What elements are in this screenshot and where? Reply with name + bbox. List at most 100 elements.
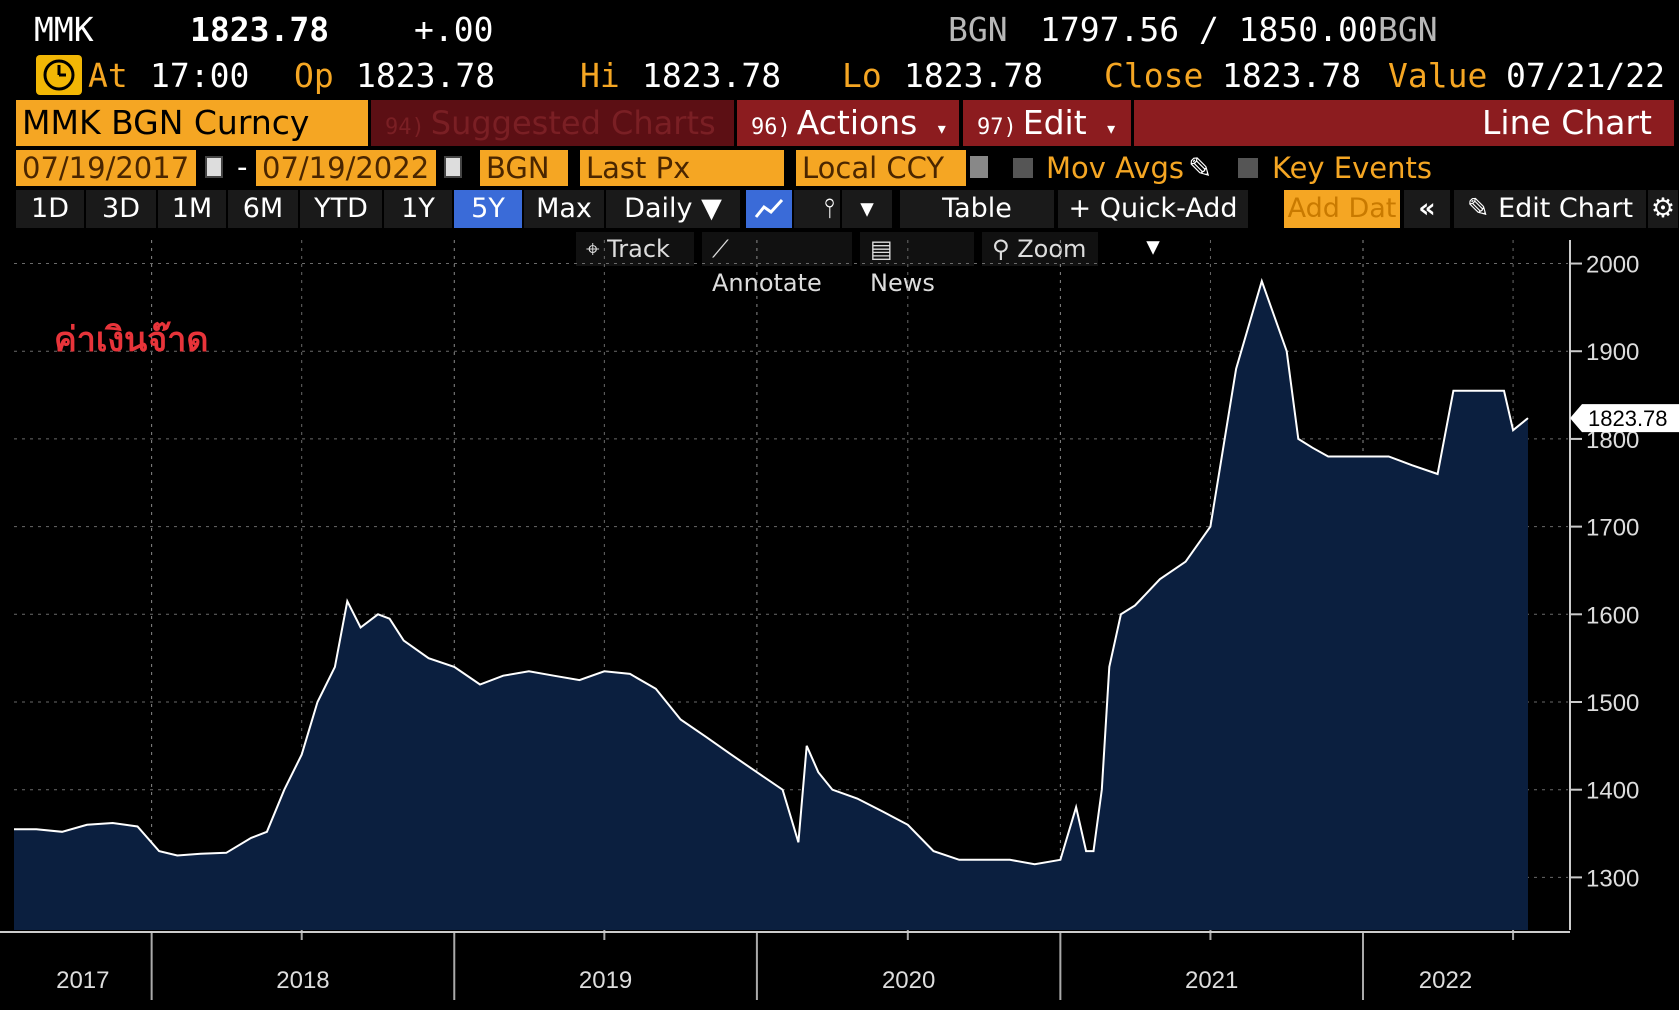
quote-details: At 17:00 Op 1823.78 Hi 1823.78 Lo 1823.7… bbox=[0, 52, 1679, 98]
y-tick-label: 1300 bbox=[1586, 865, 1639, 892]
at-label: At bbox=[88, 56, 128, 95]
chevron-down-icon: ▾ bbox=[1107, 119, 1116, 138]
y-tick-label: 1900 bbox=[1586, 339, 1639, 366]
line-chart-icon[interactable] bbox=[746, 190, 792, 228]
y-tick-label: 1500 bbox=[1586, 690, 1639, 717]
x-tick-label: 2022 bbox=[1419, 967, 1472, 994]
open-label: Op bbox=[294, 56, 334, 95]
x-tick-label: 2020 bbox=[882, 967, 935, 994]
pencil-icon[interactable]: ✎ bbox=[1188, 151, 1213, 185]
chart-type-title: Line Chart bbox=[1134, 100, 1674, 146]
currency-mode-select[interactable]: Local CCY bbox=[796, 150, 966, 186]
pencil-icon: ✎ bbox=[1466, 193, 1499, 224]
quote-header: MMK 1823.78 +.00 BGN 1797.56 / 1850.00 B… bbox=[0, 6, 1679, 52]
y-tick-label: 1700 bbox=[1586, 515, 1639, 542]
ticker-symbol: MMK bbox=[34, 10, 94, 49]
mov-avgs-label: Mov Avgs bbox=[1046, 151, 1184, 185]
periodicity-select[interactable]: Daily ▼ bbox=[606, 190, 740, 228]
track-tool[interactable]: ⌖ Track bbox=[576, 232, 694, 266]
bid-ask: 1797.56 / 1850.00 bbox=[1040, 10, 1378, 49]
clock-icon[interactable] bbox=[36, 55, 82, 95]
at-time: 17:00 bbox=[150, 56, 250, 95]
plus-icon: + bbox=[1068, 193, 1100, 224]
periodicity-label: Daily bbox=[624, 193, 693, 224]
security-input[interactable]: MMK BGN Curncy bbox=[16, 100, 368, 146]
x-tick-label: 2018 bbox=[276, 967, 329, 994]
key-events-checkbox[interactable] bbox=[1238, 158, 1258, 178]
x-tick-label: 2017 bbox=[56, 967, 109, 994]
edit-chart-button[interactable]: ✎ Edit Chart bbox=[1454, 190, 1646, 228]
calendar-icon[interactable] bbox=[444, 156, 462, 178]
zoom-tool[interactable]: ⚲ Zoom bbox=[982, 232, 1098, 266]
actions-number: 96) bbox=[751, 115, 791, 140]
x-tick-label: 2019 bbox=[579, 967, 632, 994]
bar-chart-icon[interactable]: ﾠ⫯ bbox=[794, 190, 840, 228]
quick-add-label: Quick-Add bbox=[1099, 193, 1238, 224]
news-tool[interactable]: ▤ News bbox=[860, 232, 974, 297]
annotate-tool[interactable]: ⟋ Annotate bbox=[702, 232, 852, 297]
ask-currency: BGN bbox=[1378, 10, 1438, 49]
start-date-field[interactable]: 07/19/2017 bbox=[16, 150, 196, 186]
news-icon: ▤ bbox=[870, 235, 893, 263]
actions-label: Actions bbox=[796, 103, 918, 142]
edit-menu[interactable]: 97) Edit ▾ bbox=[963, 100, 1131, 146]
range-1y-button[interactable]: 1Y bbox=[384, 190, 452, 228]
chevron-down-icon[interactable] bbox=[970, 156, 988, 178]
price-field[interactable]: Last Px bbox=[580, 150, 784, 186]
table-button[interactable]: Table bbox=[900, 190, 1054, 228]
mov-avgs-checkbox[interactable] bbox=[1013, 158, 1033, 178]
collapse-icon[interactable]: « bbox=[1404, 190, 1450, 228]
currency-field[interactable]: BGN bbox=[480, 150, 568, 186]
range-max-button[interactable]: Max bbox=[524, 190, 604, 228]
annotate-label: Annotate bbox=[712, 269, 822, 297]
last-price-tag-label: 1823.78 bbox=[1588, 406, 1668, 431]
actions-menu[interactable]: 96) Actions ▾ bbox=[737, 100, 959, 146]
pencil-icon: ⟋ bbox=[712, 235, 729, 263]
calendar-icon[interactable] bbox=[205, 156, 223, 178]
chevron-down-icon[interactable]: ▾ bbox=[842, 190, 892, 228]
edit-number: 97) bbox=[977, 115, 1017, 140]
news-label: News bbox=[870, 269, 935, 297]
suggested-label: Suggested Charts bbox=[430, 104, 716, 142]
crosshair-icon: ⌖ bbox=[586, 235, 608, 263]
price-line bbox=[14, 277, 1529, 866]
range-1d-button[interactable]: 1D bbox=[16, 190, 84, 228]
edit-label: Edit bbox=[1022, 103, 1087, 142]
range-6m-button[interactable]: 6M bbox=[228, 190, 298, 228]
high-label: Hi bbox=[580, 56, 620, 95]
range-1m-button[interactable]: 1M bbox=[158, 190, 226, 228]
date-separator: - bbox=[237, 150, 248, 184]
add-data-button[interactable]: Add Dat bbox=[1284, 190, 1400, 228]
zoom-icon: ⚲ bbox=[992, 235, 1018, 263]
y-tick-label: 2000 bbox=[1586, 252, 1639, 279]
value-date: 07/21/22 bbox=[1506, 56, 1665, 95]
last-price: 1823.78 bbox=[190, 10, 330, 49]
end-date-field[interactable]: 07/19/2022 bbox=[256, 150, 436, 186]
range-ytd-button[interactable]: YTD bbox=[300, 190, 382, 228]
value-label: Value bbox=[1388, 56, 1488, 95]
price-area bbox=[14, 281, 1528, 931]
last-price-label: 1823.78 bbox=[1570, 404, 1679, 433]
gear-icon[interactable]: ⚙ bbox=[1648, 190, 1678, 228]
high-value: 1823.78 bbox=[642, 56, 782, 95]
y-tick-label: 1600 bbox=[1586, 602, 1639, 629]
range-3d-button[interactable]: 3D bbox=[86, 190, 156, 228]
last-price-tag bbox=[1570, 404, 1679, 433]
edit-chart-label: Edit Chart bbox=[1498, 193, 1634, 224]
chevron-down-icon: ▾ bbox=[937, 119, 946, 138]
zoom-label: Zoom bbox=[1017, 235, 1087, 263]
chevron-down-icon: ▾ bbox=[1146, 231, 1160, 262]
low-label: Lo bbox=[842, 56, 882, 95]
suggested-charts-button[interactable]: 94) Suggested Charts bbox=[371, 100, 734, 146]
y-tick-label: 1400 bbox=[1586, 778, 1639, 805]
chart-annotation: ค่าเงินจ๊าด bbox=[54, 320, 209, 360]
quick-add-button[interactable]: + Quick-Add ▾ bbox=[1058, 190, 1248, 262]
bid-currency: BGN bbox=[948, 10, 1008, 49]
net-change: +.00 bbox=[414, 10, 494, 49]
low-value: 1823.78 bbox=[904, 56, 1044, 95]
close-value: 1823.78 bbox=[1222, 56, 1362, 95]
range-5y-button[interactable]: 5Y bbox=[454, 190, 522, 228]
close-label: Close bbox=[1104, 56, 1204, 95]
